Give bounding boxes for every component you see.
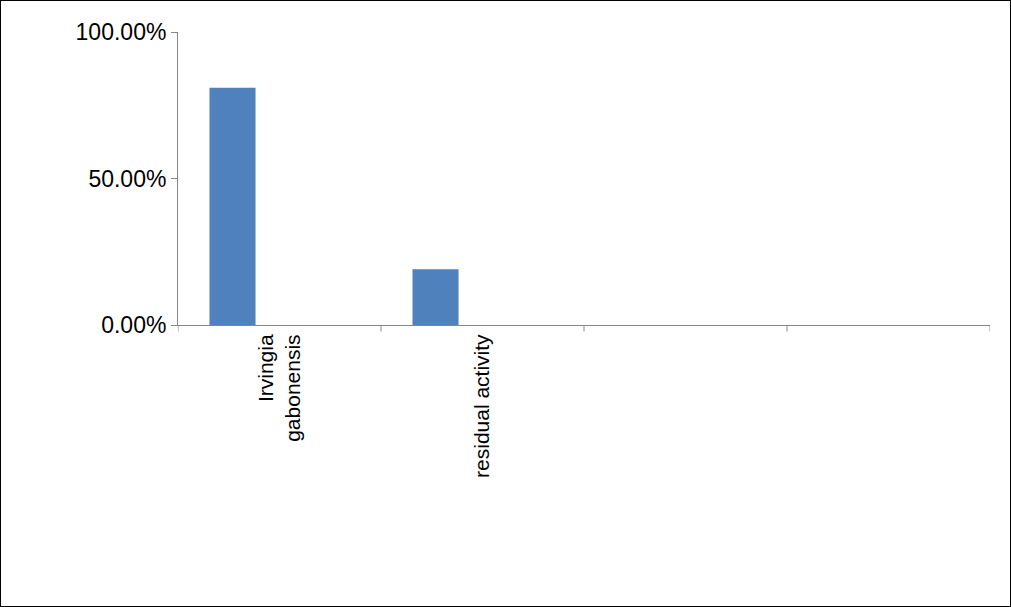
svg-text:50.00%: 50.00%	[88, 166, 166, 192]
svg-text:residual activity: residual activity	[470, 334, 493, 478]
svg-text:100.00%: 100.00%	[76, 19, 167, 45]
svg-text:Irvingiagabonensis: Irvingiagabonensis	[254, 334, 304, 442]
svg-text:0.00%: 0.00%	[101, 312, 166, 338]
